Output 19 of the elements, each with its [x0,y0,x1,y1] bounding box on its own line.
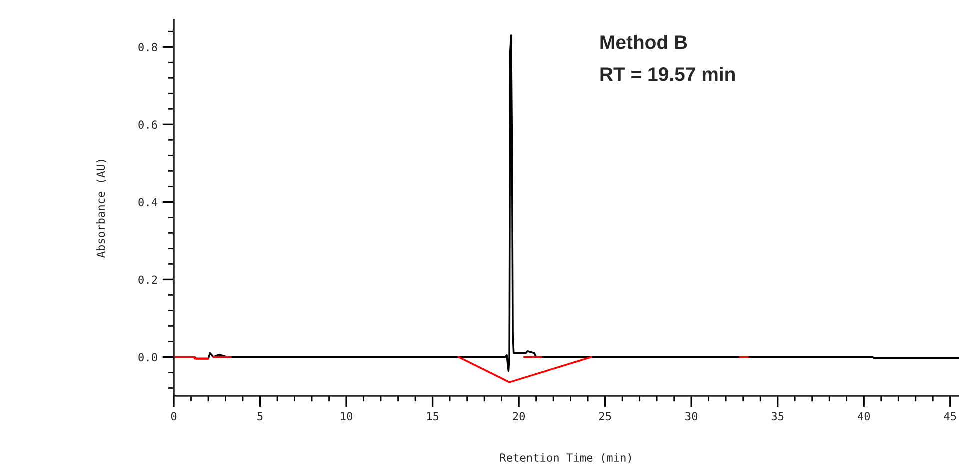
x-tick-label: 40 [858,412,870,421]
x-tick-label: 45 [944,412,956,421]
x-axis-title: Retention Time (min) [500,453,632,464]
x-tick-label: 20 [513,412,526,421]
x-tick-label: 30 [686,412,698,421]
y-tick-label: 0.4 [138,198,158,207]
x-tick-label: 10 [341,412,352,421]
y-tick-label: 0.8 [138,43,158,52]
x-tick-label: 35 [772,412,784,421]
y-tick-label: 0.2 [138,276,158,284]
x-tick-label: 0 [171,412,177,421]
x-tick-label: 25 [599,412,612,421]
annotation: Method B [600,35,688,50]
y-tick-label: 0.6 [138,120,158,130]
y-tick-label: 0.0 [138,353,158,362]
x-tick-label: 15 [427,412,439,421]
x-tick-label: 5 [258,412,263,421]
annotation: RT = 19.57 min [600,67,735,82]
y-axis-title: Absorbance (AU) [96,160,106,258]
